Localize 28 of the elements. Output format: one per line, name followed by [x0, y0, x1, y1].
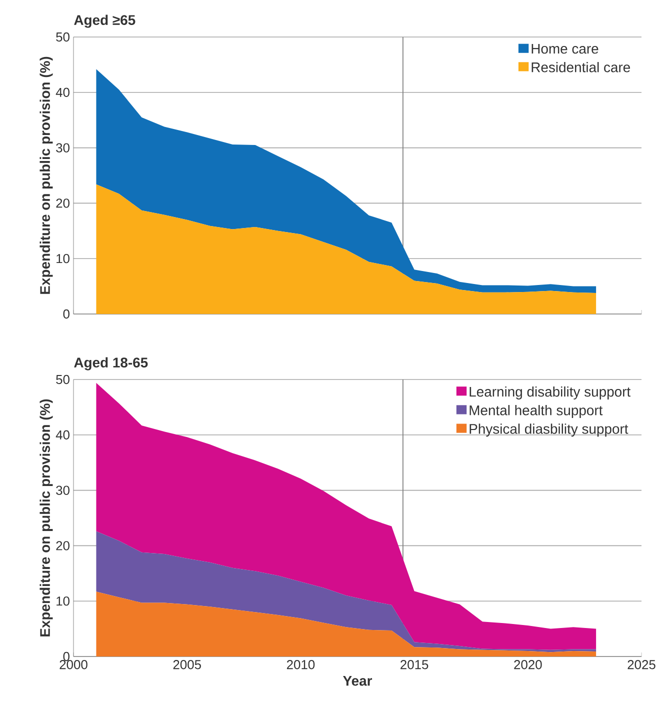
- y-tick-label: 20: [56, 198, 70, 208]
- legend-label: Mental health support: [470, 405, 603, 418]
- y-tick-label: 10: [56, 254, 70, 264]
- legend-label: Learning disability support: [470, 386, 631, 400]
- x-tick-label: 2000: [60, 660, 88, 670]
- legend-label: Home care: [532, 44, 598, 54]
- y-tick-label: 0: [63, 309, 70, 319]
- y-tick-label: 30: [56, 486, 70, 495]
- y-tick-label: 50: [56, 32, 70, 42]
- chart-title: Aged ≥65: [74, 14, 136, 28]
- legend-label: Residential care: [532, 62, 630, 72]
- y-tick-label: 40: [56, 430, 70, 440]
- y-tick-label: 10: [56, 596, 70, 606]
- x-tick-label: 2005: [173, 660, 201, 670]
- x-tick-label: 2015: [400, 660, 428, 670]
- chart-title: Aged 18-65: [74, 357, 148, 370]
- y-axis-title: Expenditure on public provision (%): [40, 56, 53, 294]
- x-axis-title: Year: [343, 676, 372, 686]
- y-tick-label: 50: [56, 374, 70, 384]
- legend-label: Physical diasbility support: [470, 424, 628, 437]
- y-tick-label: 0: [63, 652, 70, 662]
- y-tick-label: 40: [56, 88, 70, 97]
- y-tick-label: 30: [56, 143, 70, 152]
- x-tick-label: 2010: [286, 660, 315, 670]
- x-tick-label: 2025: [628, 660, 656, 670]
- y-tick-label: 20: [56, 541, 70, 550]
- x-tick-label: 2020: [514, 660, 542, 670]
- y-axis-title: Expenditure on public provision (%): [40, 399, 53, 636]
